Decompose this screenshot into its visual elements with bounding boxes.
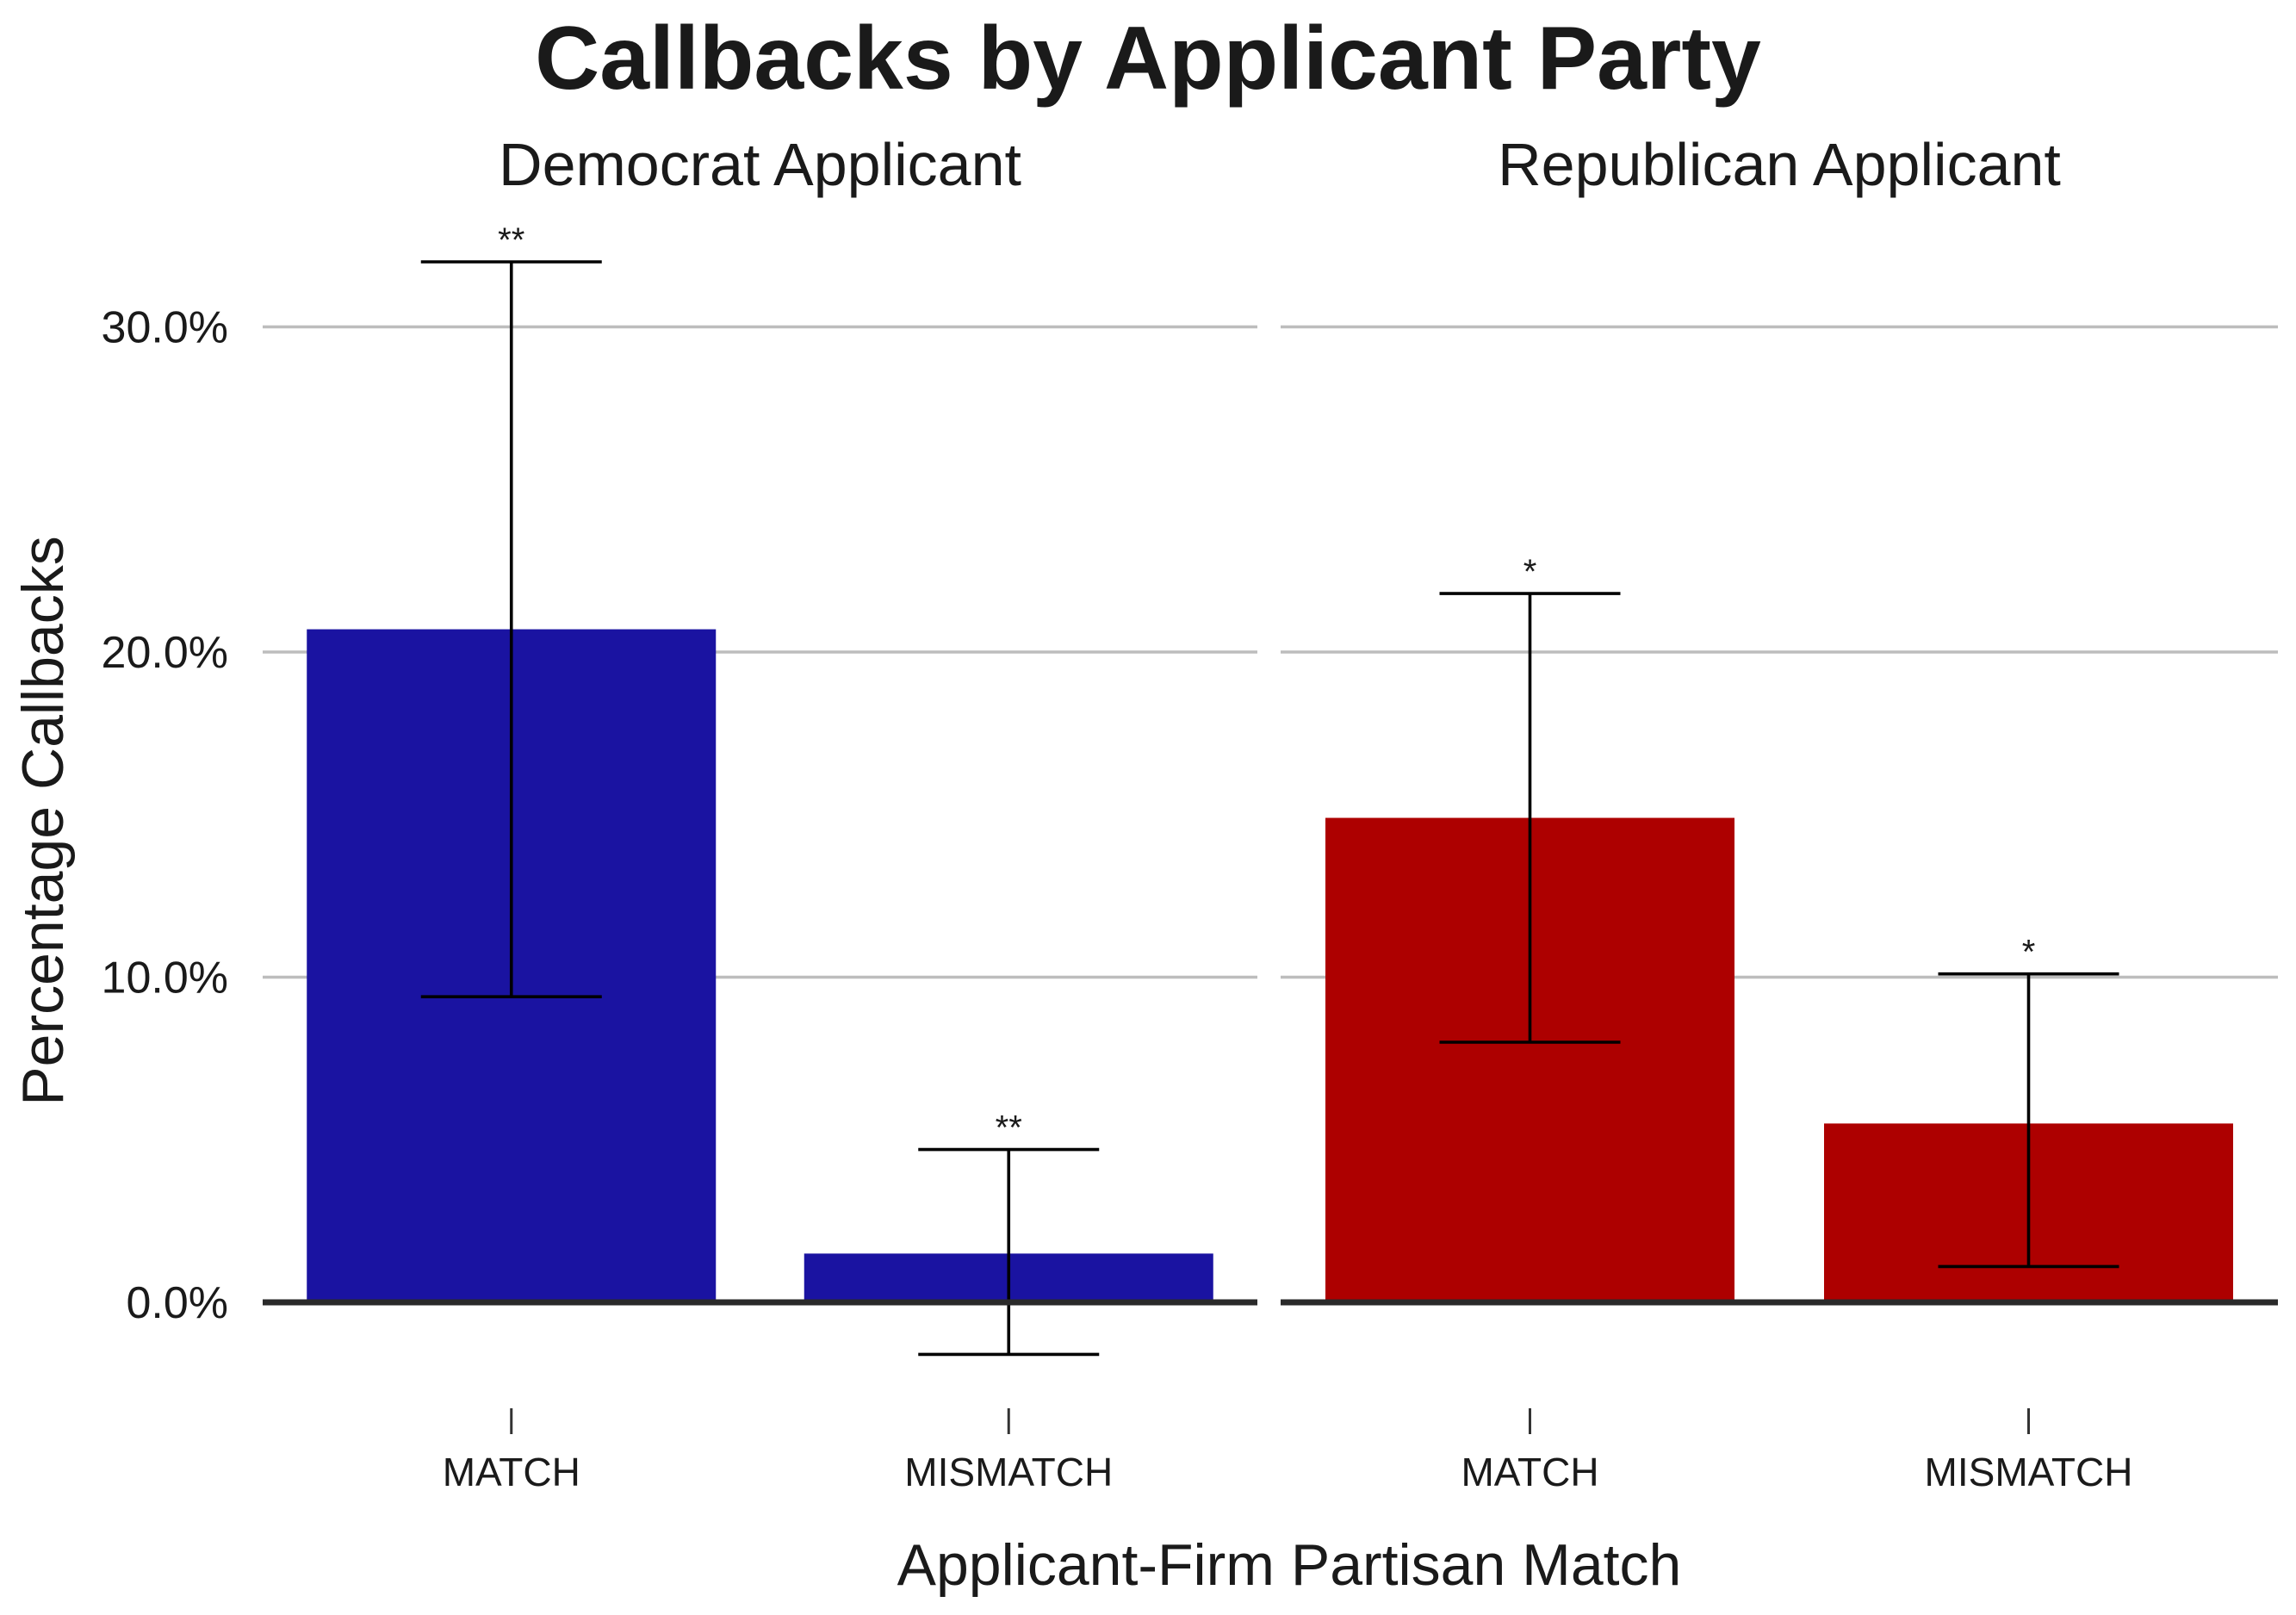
x-tick-label: MATCH: [443, 1450, 580, 1494]
significance-label: *: [2022, 934, 2036, 972]
significance-label: *: [1523, 553, 1537, 591]
panels: Democrat Applicant**MATCH**MISMATCHRepub…: [263, 131, 2278, 1494]
y-tick-label: 10.0%: [102, 953, 228, 1003]
panel-democrat: Democrat Applicant ** MATCH ** MISMATCH: [263, 131, 1257, 1494]
panel-republican: Republican Applicant * MATCH * MISMATCH: [1281, 131, 2278, 1494]
panel-title: Democrat Applicant: [499, 131, 1021, 198]
y-tick-label: 30.0%: [102, 303, 228, 353]
panel-title: Republican Applicant: [1498, 131, 2061, 198]
y-tick-label: 0.0%: [126, 1278, 228, 1328]
significance-label: **: [498, 221, 524, 259]
x-axis-title: Applicant-Firm Partisan Match: [897, 1532, 1682, 1598]
y-axis-title: Percentage Callbacks: [10, 536, 76, 1105]
y-tick-label: 20.0%: [102, 628, 228, 678]
x-tick-label: MATCH: [1461, 1450, 1598, 1494]
x-tick-label: MISMATCH: [904, 1450, 1113, 1494]
chart-title: Callbacks by Applicant Party: [535, 9, 1761, 109]
y-axis: 0.0% 10.0% 20.0% 30.0%: [102, 303, 228, 1329]
significance-label: **: [996, 1109, 1022, 1147]
x-tick-label: MISMATCH: [1925, 1450, 2133, 1494]
